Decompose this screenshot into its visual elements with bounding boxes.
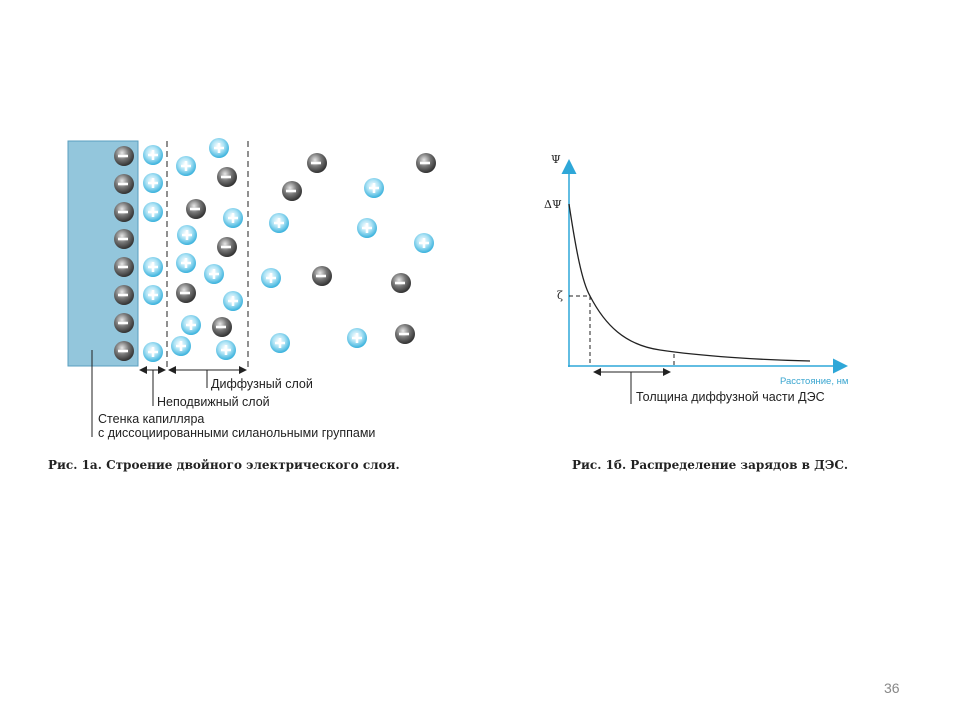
plus-sign-icon	[148, 290, 158, 300]
plus-sign-icon	[228, 213, 238, 223]
figure-b-caption: Рис. 1б. Распределение зарядов в ДЭС.	[572, 458, 848, 472]
plus-sign-icon	[362, 223, 372, 233]
plus-sign-icon	[148, 207, 158, 217]
plus-sign-icon	[275, 338, 285, 348]
plus-sign-icon	[352, 333, 362, 343]
plus-sign-icon	[419, 238, 429, 248]
plus-sign-icon	[148, 347, 158, 357]
plus-sign-icon	[181, 161, 191, 171]
thickness-label: Толщина диффузной части ДЭС	[636, 390, 825, 404]
wall-label-2: с диссоциированными силанольными группам…	[98, 426, 375, 440]
plus-sign-icon	[186, 320, 196, 330]
delta-psi-label: ΔΨ	[544, 198, 562, 211]
plus-sign-icon	[182, 230, 192, 240]
plus-sign-icon	[148, 262, 158, 272]
ions	[114, 138, 436, 362]
zeta-label: ζ	[557, 289, 563, 302]
plus-sign-icon	[221, 345, 231, 355]
diffuse-layer-label: Диффузный слой	[211, 377, 313, 391]
figure-a-caption: Рис. 1а. Строение двойного электрическог…	[48, 458, 400, 472]
potential-curve	[568, 203, 811, 362]
plus-sign-icon	[369, 183, 379, 193]
plus-sign-icon	[266, 273, 276, 283]
plus-sign-icon	[214, 143, 224, 153]
charge-distribution-graph: Ψ ΔΨ ζ Расстояние, нм Толщина диффузной …	[544, 153, 848, 472]
plus-sign-icon	[228, 296, 238, 306]
x-axis-label: Расстояние, нм	[780, 376, 848, 387]
plus-sign-icon	[274, 218, 284, 228]
wall-label-1: Стенка капилляра	[98, 412, 204, 426]
plus-sign-icon	[176, 341, 186, 351]
plus-sign-icon	[148, 150, 158, 160]
page-number: 36	[884, 680, 900, 696]
fixed-layer-label: Неподвижный слой	[157, 395, 270, 409]
double-layer-diagram: Диффузный слой Неподвижный слой Стенка к…	[48, 138, 436, 472]
plus-sign-icon	[181, 258, 191, 268]
plus-sign-icon	[209, 269, 219, 279]
plus-sign-icon	[148, 178, 158, 188]
y-axis-label: Ψ	[551, 153, 561, 166]
